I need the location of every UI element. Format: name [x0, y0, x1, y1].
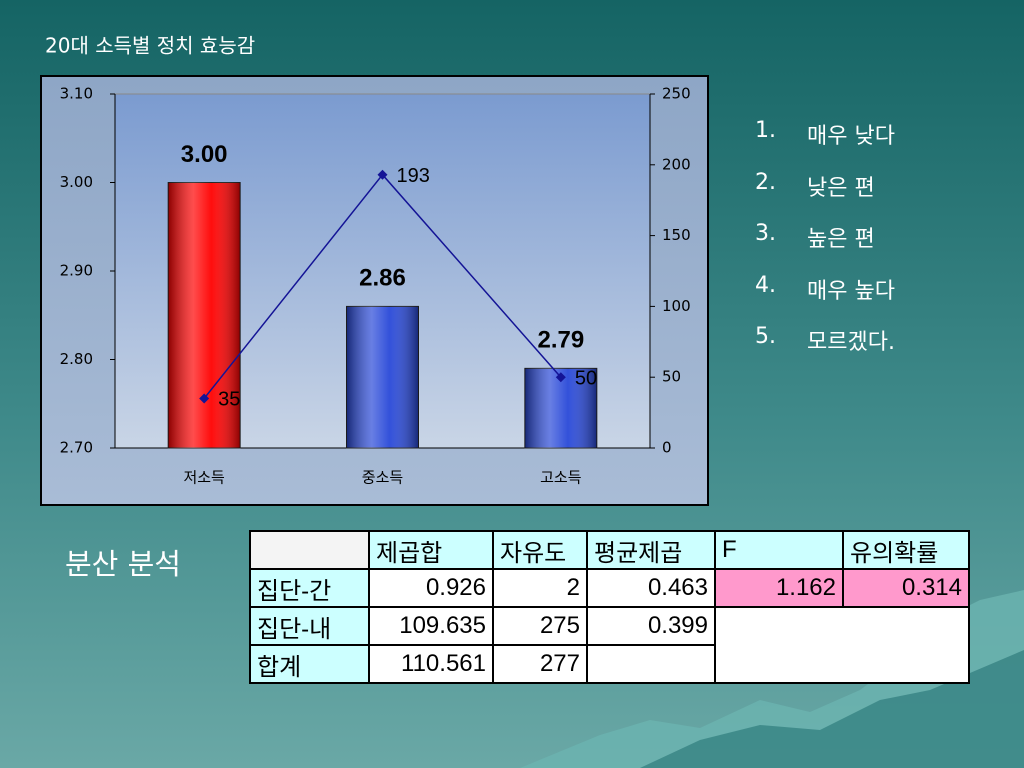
data-label: 3.00 — [181, 141, 228, 168]
y2-tick-label: 100 — [662, 297, 691, 315]
y2-tick-label: 50 — [662, 368, 681, 386]
legend-list: 1. 매우 낮다 2. 낮은 편 3. 높은 편 4. 매우 높다 5. 모르겠다. — [755, 118, 895, 376]
chart-title: 20대 소득별 정치 효능감 — [45, 34, 255, 58]
anova-table: 제곱합 자유도 평균제곱 F 유의확률 집단-간 0.926 2 0.463 1.162 0.314… — [249, 530, 970, 684]
table-cell: 275 — [492, 606, 588, 646]
table-cell: 277 — [492, 644, 588, 684]
line-marker — [199, 393, 210, 404]
y-tick-label: 2.80 — [60, 350, 93, 368]
y2-tick-label: 150 — [662, 226, 691, 244]
data-label: 193 — [397, 165, 430, 187]
table-cell: 110.561 — [368, 644, 494, 684]
mountain — [640, 650, 1024, 768]
header-cell: F — [714, 530, 844, 570]
list-item: 3. 높은 편 — [755, 221, 895, 273]
data-label: 50 — [575, 367, 597, 389]
bar-shine — [168, 182, 241, 448]
x-tick-label: 저소득 — [183, 469, 225, 487]
chart: 20대 소득별 정치 효능감 2.70 2.80 2.90 3.00 3.10 0 50 10… — [40, 34, 709, 506]
list-item: 4. 매우 높다 — [755, 273, 895, 325]
y-tick-label: 3.00 — [60, 173, 93, 191]
data-label: 35 — [218, 389, 240, 411]
table-title: 분산 분석 — [65, 547, 181, 581]
y-tick-label: 2.70 — [60, 439, 93, 457]
data-label: 2.86 — [359, 265, 406, 292]
data-label: 2.79 — [537, 327, 584, 354]
table-row: 집단-내 109.635 275 0.399 — [249, 606, 970, 684]
list-item: 1. 매우 낮다 — [755, 118, 895, 170]
table-cell: 0.399 — [586, 606, 716, 646]
header-cell: 평균제곱 — [586, 530, 716, 570]
list-number: 1. — [755, 118, 776, 143]
y-tick-label: 3.10 — [60, 85, 93, 103]
list-item: 5. 모르겠다. — [755, 324, 895, 376]
list-number: 2. — [755, 169, 776, 195]
table-cell: 0.463 — [586, 568, 716, 608]
x-tick-label: 중소득 — [362, 469, 404, 487]
row-label: 집단-내 — [249, 606, 370, 646]
list-number: 3. — [755, 221, 776, 246]
list-text: 매우 높다 — [807, 278, 895, 304]
table-cell: 1.162 — [714, 568, 844, 608]
row-label: 합계 — [249, 644, 370, 684]
header-row: 제곱합 자유도 평균제곱 F 유의확률 — [249, 530, 970, 570]
table-cell: 0.926 — [368, 568, 494, 608]
header-cell: 유의확률 — [842, 530, 970, 570]
empty-cell — [714, 606, 970, 684]
table-cell: 2 — [492, 568, 588, 608]
table-row: 합계 110.561 277 — [249, 644, 969, 684]
line-marker — [555, 372, 566, 383]
y2-tick-label: 200 — [662, 155, 691, 173]
row-label: 집단-간 — [249, 568, 370, 608]
y-tick-label: 2.90 — [60, 262, 93, 280]
empty-cell — [586, 644, 716, 684]
header-cell: 자유도 — [492, 530, 588, 570]
list-text: 매우 낮다 — [807, 124, 895, 149]
bar-shine — [346, 306, 419, 448]
table-row: 집단-간 0.926 2 0.463 1.162 0.314 — [249, 568, 970, 608]
line-marker — [377, 169, 388, 180]
list-number: 5. — [755, 324, 776, 349]
header-cell: 제곱합 — [368, 530, 494, 570]
y2-tick-label: 0 — [662, 439, 672, 457]
list-number: 4. — [755, 272, 776, 298]
list-text: 높은 편 — [807, 227, 875, 252]
x-tick-label: 고소득 — [540, 469, 582, 487]
y2-tick-label: 250 — [662, 85, 691, 103]
list-item: 2. 낮은 편 — [755, 170, 895, 222]
list-text: 모르겠다. — [807, 330, 895, 355]
table-cell: 109.635 — [368, 606, 494, 646]
table-cell: 0.314 — [842, 568, 970, 608]
list-text: 낮은 편 — [807, 175, 875, 201]
corner-cell — [249, 530, 370, 570]
